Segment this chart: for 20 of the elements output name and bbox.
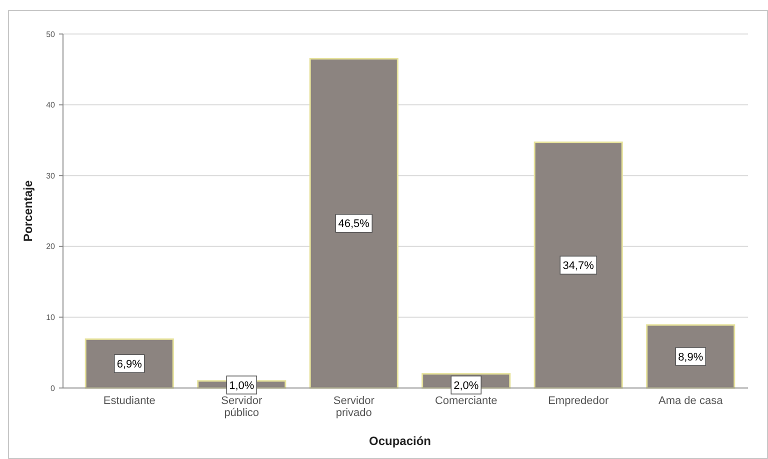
y-tick-label: 30 bbox=[46, 171, 56, 180]
data-label: 2,0% bbox=[454, 380, 479, 392]
x-tick-label: Emprededor bbox=[548, 395, 609, 407]
y-tick-label: 40 bbox=[46, 100, 56, 110]
x-tick-label: Servidor público bbox=[221, 395, 262, 419]
x-tick-label: Servidor privado bbox=[333, 395, 375, 419]
y-tick-label: 10 bbox=[46, 313, 56, 322]
data-label: 8,9% bbox=[678, 351, 704, 364]
x-tick-label: Comerciante bbox=[434, 395, 498, 407]
data-label: 6,9% bbox=[116, 358, 142, 370]
y-tick-label: 50 bbox=[46, 30, 56, 39]
y-tick-label: 20 bbox=[46, 242, 56, 252]
y-tick-label: 0 bbox=[50, 384, 56, 393]
data-label: 1,0% bbox=[229, 380, 254, 392]
x-axis-title: Ocupación bbox=[368, 434, 432, 448]
x-tick-label: Estudiante bbox=[103, 395, 156, 407]
data-label: 34,7% bbox=[562, 260, 594, 272]
y-axis-title: Porcentaje bbox=[21, 180, 35, 242]
x-tick-label: Ama de casa bbox=[658, 395, 724, 407]
data-label: 46,5% bbox=[338, 218, 370, 230]
